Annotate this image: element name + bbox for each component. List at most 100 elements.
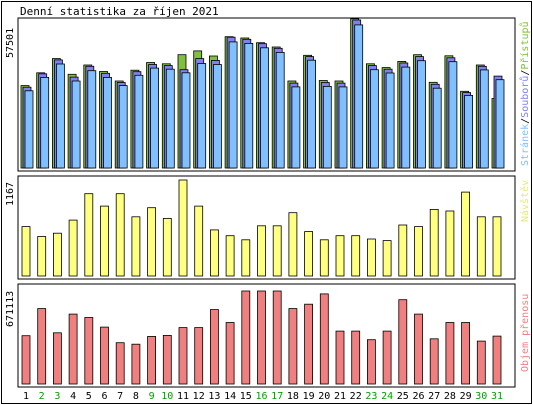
- x-label-day-15: 15: [240, 391, 252, 402]
- bar-visits-day-15: [241, 239, 251, 277]
- x-label-day-3: 3: [54, 391, 60, 402]
- bar-transfer-day-11: [178, 327, 188, 385]
- bar-visits-day-2: [37, 236, 47, 277]
- bar-transfer-day-2: [37, 308, 47, 385]
- bar-visits-day-29: [461, 191, 471, 277]
- bar-visits-day-13: [209, 229, 219, 277]
- bars-top: [20, 18, 505, 169]
- bar-transfer-day-19: [304, 303, 314, 385]
- bar-transfer-day-23: [366, 339, 376, 385]
- x-label-day-14: 14: [224, 391, 236, 402]
- bar-pages-day-11: [181, 72, 191, 169]
- x-label-day-13: 13: [208, 391, 220, 402]
- bar-pages-day-26: [417, 60, 426, 169]
- bar-pages-day-28: [448, 61, 458, 169]
- bar-transfer-day-28: [445, 322, 455, 385]
- bar-transfer-day-10: [162, 334, 172, 385]
- bar-transfer-day-21: [335, 330, 345, 385]
- bar-pages-day-23: [369, 69, 379, 169]
- x-label-day-26: 26: [412, 391, 424, 402]
- x-label-day-7: 7: [117, 391, 123, 402]
- x-label-day-16: 16: [255, 391, 267, 402]
- bar-transfer-day-27: [429, 338, 439, 385]
- bar-pages-day-6: [103, 77, 112, 169]
- legend-files: Souborů: [519, 76, 531, 118]
- bar-pages-day-10: [165, 68, 175, 169]
- x-label-day-22: 22: [350, 391, 362, 402]
- bar-visits-day-9: [147, 207, 157, 277]
- bar-pages-day-7: [118, 85, 128, 169]
- x-label-day-9: 9: [149, 391, 155, 402]
- x-label-day-17: 17: [271, 391, 283, 402]
- bar-visits-day-16: [257, 225, 266, 277]
- bar-transfer-day-12: [194, 327, 204, 385]
- legend-hits: Přístupů: [519, 21, 531, 69]
- bar-visits-day-8: [131, 216, 141, 277]
- x-label-day-4: 4: [70, 391, 76, 402]
- bar-pages-day-3: [56, 63, 65, 169]
- bar-visits-day-12: [194, 205, 204, 277]
- bar-pages-day-12: [197, 63, 207, 169]
- x-label-day-20: 20: [318, 391, 330, 402]
- bar-pages-day-25: [401, 66, 411, 169]
- x-label-day-2: 2: [39, 391, 45, 402]
- bar-visits-day-11: [178, 179, 188, 277]
- bar-visits-day-31: [492, 216, 502, 277]
- x-axis-labels: 1 2 3 4 5 6 7 8 9 10 11 12 13 14 15 16 17 18 19 20 21 22 23 24 2…: [23, 391, 503, 402]
- bar-pages-day-19: [307, 59, 317, 169]
- bar-transfer-day-1: [21, 335, 31, 385]
- x-label-day-27: 27: [428, 391, 440, 402]
- bottom-legend: Objem přenosu: [519, 294, 531, 372]
- x-label-day-31: 31: [491, 391, 503, 402]
- bar-transfer-day-6: [100, 326, 109, 385]
- bar-transfer-day-8: [131, 343, 141, 385]
- bar-pages-day-30: [479, 69, 489, 169]
- bar-transfer-day-17: [272, 290, 282, 385]
- bar-pages-day-2: [40, 77, 50, 169]
- bar-pages-day-29: [464, 95, 474, 169]
- bar-transfer-day-31: [492, 335, 502, 385]
- x-label-day-8: 8: [133, 391, 139, 402]
- bar-pages-day-15: [244, 43, 254, 169]
- bar-visits-day-19: [304, 231, 314, 277]
- bar-visits-day-24: [382, 240, 392, 277]
- bar-pages-day-20: [322, 86, 332, 169]
- bar-pages-day-5: [87, 70, 97, 169]
- bar-visits-day-27: [429, 208, 439, 277]
- x-label-day-23: 23: [365, 391, 377, 402]
- bar-pages-day-18: [291, 86, 301, 169]
- bars-middle: [21, 179, 502, 277]
- x-label-day-18: 18: [287, 391, 299, 402]
- bar-visits-day-17: [272, 225, 282, 277]
- x-label-day-28: 28: [444, 391, 456, 402]
- bar-transfer-day-7: [115, 342, 125, 385]
- bar-transfer-day-26: [414, 313, 423, 385]
- top-max-label: 57501: [5, 28, 16, 58]
- bar-pages-day-27: [432, 87, 442, 169]
- bar-visits-day-1: [21, 226, 31, 277]
- legend-sep-1: /: [520, 118, 531, 124]
- x-label-day-19: 19: [303, 391, 315, 402]
- bar-pages-day-13: [212, 64, 222, 169]
- bar-visits-day-4: [68, 219, 78, 277]
- bar-pages-day-9: [150, 67, 160, 169]
- bar-visits-day-7: [115, 193, 125, 277]
- bars-bottom: [21, 290, 502, 385]
- bottom-max-label: 671113: [5, 291, 16, 327]
- bar-visits-day-18: [288, 212, 298, 277]
- bar-visits-day-22: [351, 235, 361, 277]
- bar-transfer-day-16: [257, 290, 266, 385]
- bar-visits-day-10: [162, 217, 172, 277]
- bar-transfer-day-24: [382, 330, 392, 385]
- middle-legend: Návštěv: [519, 180, 531, 222]
- bar-pages-day-14: [228, 41, 238, 169]
- bar-pages-day-1: [24, 90, 34, 169]
- x-label-day-24: 24: [381, 391, 393, 402]
- bar-transfer-day-14: [225, 322, 235, 385]
- bar-pages-day-4: [71, 80, 81, 169]
- bar-transfer-day-4: [68, 313, 78, 385]
- bar-transfer-day-3: [53, 332, 62, 385]
- bar-visits-day-3: [53, 232, 62, 277]
- legend-pages: Stránek: [519, 124, 531, 166]
